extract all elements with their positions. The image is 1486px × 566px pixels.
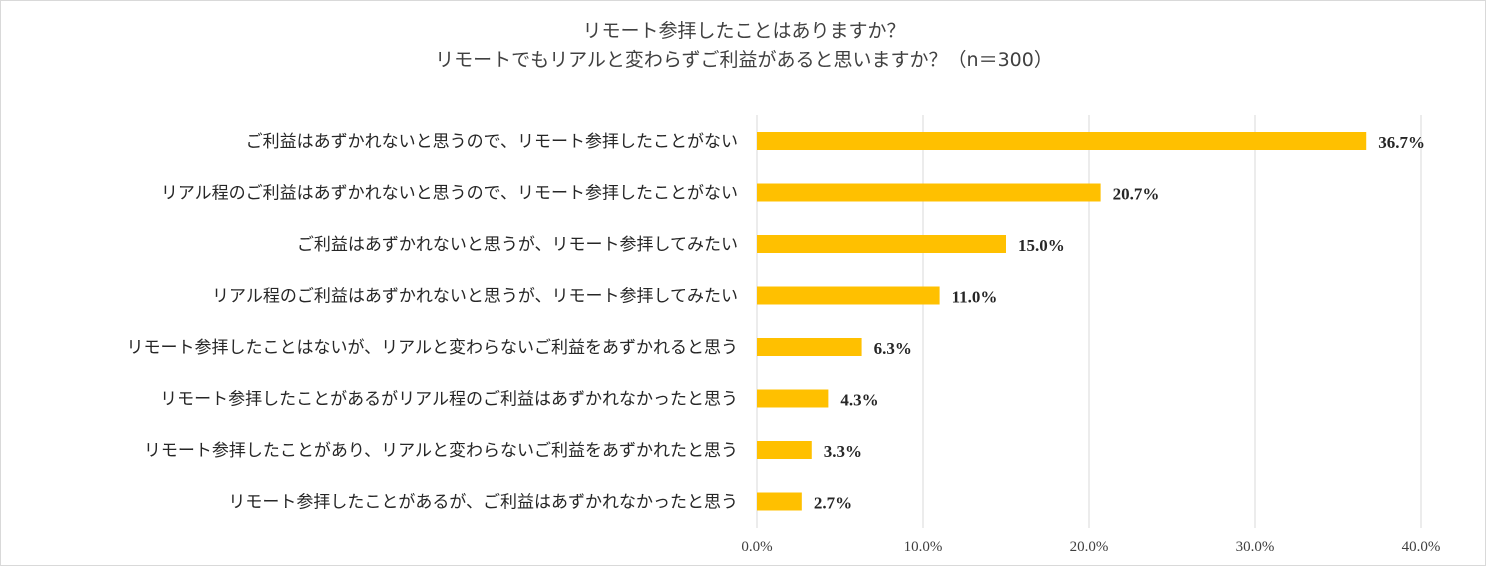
value-label: 6.3% (874, 339, 912, 358)
chart-subtitle: リモートでもリアルと変わらずご利益があると思いますか？（n＝300） (435, 49, 1053, 71)
bar (757, 338, 862, 356)
bar (757, 441, 812, 459)
value-label: 36.7% (1378, 133, 1425, 152)
x-tick-label: 40.0% (1402, 539, 1441, 555)
category-label: リモート参拝したことはないが、リアルと変わらないご利益をあずかれると思う (127, 338, 739, 357)
bar (757, 235, 1006, 253)
category-label: リモート参拝したことがあり、リアルと変わらないご利益をあずかれたと思う (144, 441, 738, 460)
bar (757, 492, 802, 511)
category-label: ご利益はあずかれないと思うので、リモート参拝したことがない (246, 132, 738, 151)
x-tick-label: 0.0% (741, 539, 772, 555)
chart-title-block: リモート参拝したことはありますか？ リモートでもリアルと変わらずご利益があると思… (1, 17, 1486, 75)
category-label: リアル程のご利益はあずかれないと思うが、リモート参拝してみたい (212, 287, 738, 306)
bar (757, 132, 1367, 150)
category-label: リアル程のご利益はあずかれないと思うので、リモート参拝したことがない (161, 184, 738, 203)
category-label: リモート参拝したことがあるが、ご利益はあずかれなかったと思う (228, 493, 738, 512)
value-label: 3.3% (824, 442, 862, 461)
bar (757, 389, 829, 408)
value-label: 2.7% (814, 494, 852, 513)
x-tick-label: 10.0% (904, 539, 943, 555)
category-label: リモート参拝したことがあるがリアル程のご利益はあずかれなかったと思う (160, 390, 738, 409)
value-label: 4.3% (840, 391, 878, 410)
bar (757, 286, 940, 305)
value-label: 15.0% (1018, 236, 1065, 255)
chart-title: リモート参拝したことはありますか？ (582, 20, 906, 42)
value-label: 20.7% (1113, 185, 1160, 204)
bar (757, 183, 1101, 202)
category-label: ご利益はあずかれないと思うが、リモート参拝してみたい (297, 235, 738, 254)
x-tick-label: 20.0% (1070, 539, 1109, 555)
x-tick-label: 30.0% (1236, 539, 1275, 555)
value-label: 11.0% (952, 288, 998, 307)
